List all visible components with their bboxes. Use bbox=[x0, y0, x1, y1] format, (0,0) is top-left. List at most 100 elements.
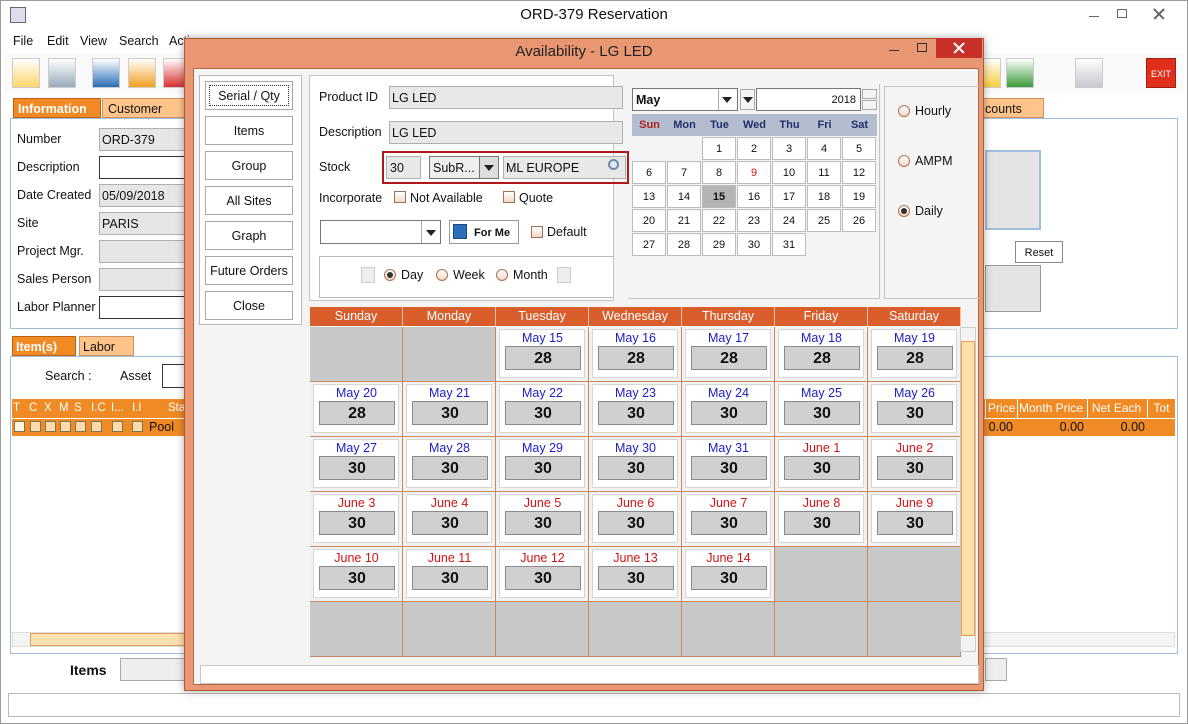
checkbox[interactable] bbox=[531, 226, 543, 238]
row-checkbox[interactable] bbox=[14, 421, 25, 432]
menu-item[interactable]: File bbox=[13, 34, 34, 48]
toolbar-button[interactable] bbox=[92, 58, 120, 88]
dialog-button[interactable]: Future Orders bbox=[205, 256, 293, 285]
toolbar-button[interactable] bbox=[128, 58, 156, 88]
product-panel bbox=[309, 75, 614, 301]
exit-button[interactable]: EXIT bbox=[1146, 58, 1176, 88]
empty-cell bbox=[310, 602, 403, 657]
field-label: Sales Person bbox=[17, 272, 92, 286]
dialog-button[interactable]: All Sites bbox=[205, 186, 293, 215]
checkbox[interactable] bbox=[394, 191, 406, 203]
menu-item[interactable]: Edit bbox=[47, 34, 69, 48]
menu-item[interactable]: View bbox=[80, 34, 107, 48]
day-cell[interactable]: 12 bbox=[842, 161, 876, 184]
tab[interactable]: Information bbox=[13, 98, 101, 118]
day-cell[interactable]: 26 bbox=[842, 209, 876, 232]
row-checkbox[interactable] bbox=[30, 421, 41, 432]
day-cell[interactable]: 9 bbox=[737, 161, 771, 184]
toolbar-button[interactable] bbox=[1006, 58, 1034, 88]
day-cell[interactable]: 2 bbox=[737, 137, 771, 160]
toolbar-button[interactable] bbox=[1075, 58, 1103, 88]
day-cell[interactable]: 3 bbox=[772, 137, 806, 160]
field-input[interactable] bbox=[99, 296, 189, 319]
day-cell[interactable]: 19 bbox=[842, 185, 876, 208]
view-radio[interactable] bbox=[436, 269, 448, 281]
date-label: May 15 bbox=[522, 331, 563, 345]
day-cell[interactable]: 13 bbox=[632, 185, 666, 208]
day-cell[interactable]: 21 bbox=[667, 209, 701, 232]
checkbox-label: Quote bbox=[519, 191, 554, 205]
day-cell[interactable]: 31 bbox=[772, 233, 806, 256]
dialog-button[interactable]: Items bbox=[205, 116, 293, 145]
day-cell[interactable]: 28 bbox=[667, 233, 701, 256]
day-cell[interactable]: 29 bbox=[702, 233, 736, 256]
month-combo[interactable]: May bbox=[632, 88, 738, 111]
next-button[interactable] bbox=[557, 267, 571, 283]
date-label: June 1 bbox=[802, 441, 841, 455]
combo-button[interactable] bbox=[718, 89, 737, 110]
day-cell[interactable]: 25 bbox=[807, 209, 841, 232]
field-input bbox=[99, 268, 189, 291]
day-cell[interactable]: 18 bbox=[807, 185, 841, 208]
qty-box: 30 bbox=[598, 511, 674, 535]
day-cell[interactable]: 10 bbox=[772, 161, 806, 184]
tab[interactable]: Customer bbox=[102, 98, 186, 118]
day-cell[interactable]: 20 bbox=[632, 209, 666, 232]
toolbar-button[interactable] bbox=[12, 58, 40, 88]
spin-button[interactable] bbox=[862, 100, 877, 110]
checkbox[interactable] bbox=[503, 191, 515, 203]
day-cell[interactable]: 8 bbox=[702, 161, 736, 184]
dialog-button[interactable]: Graph bbox=[205, 221, 293, 250]
tab[interactable]: counts bbox=[978, 98, 1044, 118]
mode-radio[interactable] bbox=[898, 155, 910, 167]
row-checkbox[interactable] bbox=[112, 421, 123, 432]
minimize-button[interactable] bbox=[880, 38, 908, 58]
day-cell[interactable]: 22 bbox=[702, 209, 736, 232]
row-checkbox[interactable] bbox=[45, 421, 56, 432]
qty-box: 30 bbox=[412, 401, 488, 425]
row-value: 0.00 bbox=[1059, 420, 1084, 434]
day-cell[interactable]: 24 bbox=[772, 209, 806, 232]
year-spinner[interactable]: 2018 bbox=[756, 88, 861, 111]
day-cell[interactable]: 23 bbox=[737, 209, 771, 232]
prev-button[interactable] bbox=[361, 267, 375, 283]
tab[interactable]: Labor bbox=[79, 336, 134, 356]
lookup-icon[interactable] bbox=[608, 159, 619, 170]
day-cell[interactable]: 1 bbox=[702, 137, 736, 160]
dialog-button[interactable]: Close bbox=[205, 291, 293, 320]
day-cell[interactable]: 11 bbox=[807, 161, 841, 184]
day-cell[interactable]: 16 bbox=[737, 185, 771, 208]
day-cell[interactable]: 14 bbox=[667, 185, 701, 208]
date-label: June 13 bbox=[613, 551, 658, 565]
items-label: Items bbox=[70, 662, 107, 678]
dialog-button[interactable]: Group bbox=[205, 151, 293, 180]
minimize-button[interactable] bbox=[1080, 4, 1108, 24]
menu-item[interactable]: Search bbox=[119, 34, 159, 48]
date-label: May 23 bbox=[615, 386, 656, 400]
reset-button[interactable]: Reset bbox=[1015, 241, 1063, 263]
day-cell[interactable]: 27 bbox=[632, 233, 666, 256]
tab[interactable]: Item(s) bbox=[12, 336, 76, 356]
day-cell[interactable]: 6 bbox=[632, 161, 666, 184]
toolbar-button[interactable] bbox=[48, 58, 76, 88]
day-cell[interactable]: 17 bbox=[772, 185, 806, 208]
mode-radio[interactable] bbox=[898, 105, 910, 117]
day-cell[interactable]: 15 bbox=[702, 185, 736, 208]
day-cell[interactable]: 7 bbox=[667, 161, 701, 184]
day-cell[interactable]: 5 bbox=[842, 137, 876, 160]
combo-button[interactable] bbox=[421, 221, 440, 243]
row-checkbox[interactable] bbox=[75, 421, 86, 432]
spin-button[interactable] bbox=[862, 89, 877, 99]
field-input[interactable] bbox=[99, 156, 189, 179]
filter-combo[interactable] bbox=[320, 220, 441, 244]
day-cell[interactable]: 4 bbox=[807, 137, 841, 160]
date-label: June 11 bbox=[427, 551, 472, 565]
field-label: Project Mgr. bbox=[17, 244, 84, 258]
date-label: June 12 bbox=[520, 551, 565, 565]
row-checkbox[interactable] bbox=[132, 421, 143, 432]
dialog-button[interactable]: Serial / Qty bbox=[205, 81, 293, 110]
view-radio[interactable] bbox=[496, 269, 508, 281]
day-cell[interactable]: 30 bbox=[737, 233, 771, 256]
row-checkbox[interactable] bbox=[91, 421, 102, 432]
row-checkbox[interactable] bbox=[60, 421, 71, 432]
